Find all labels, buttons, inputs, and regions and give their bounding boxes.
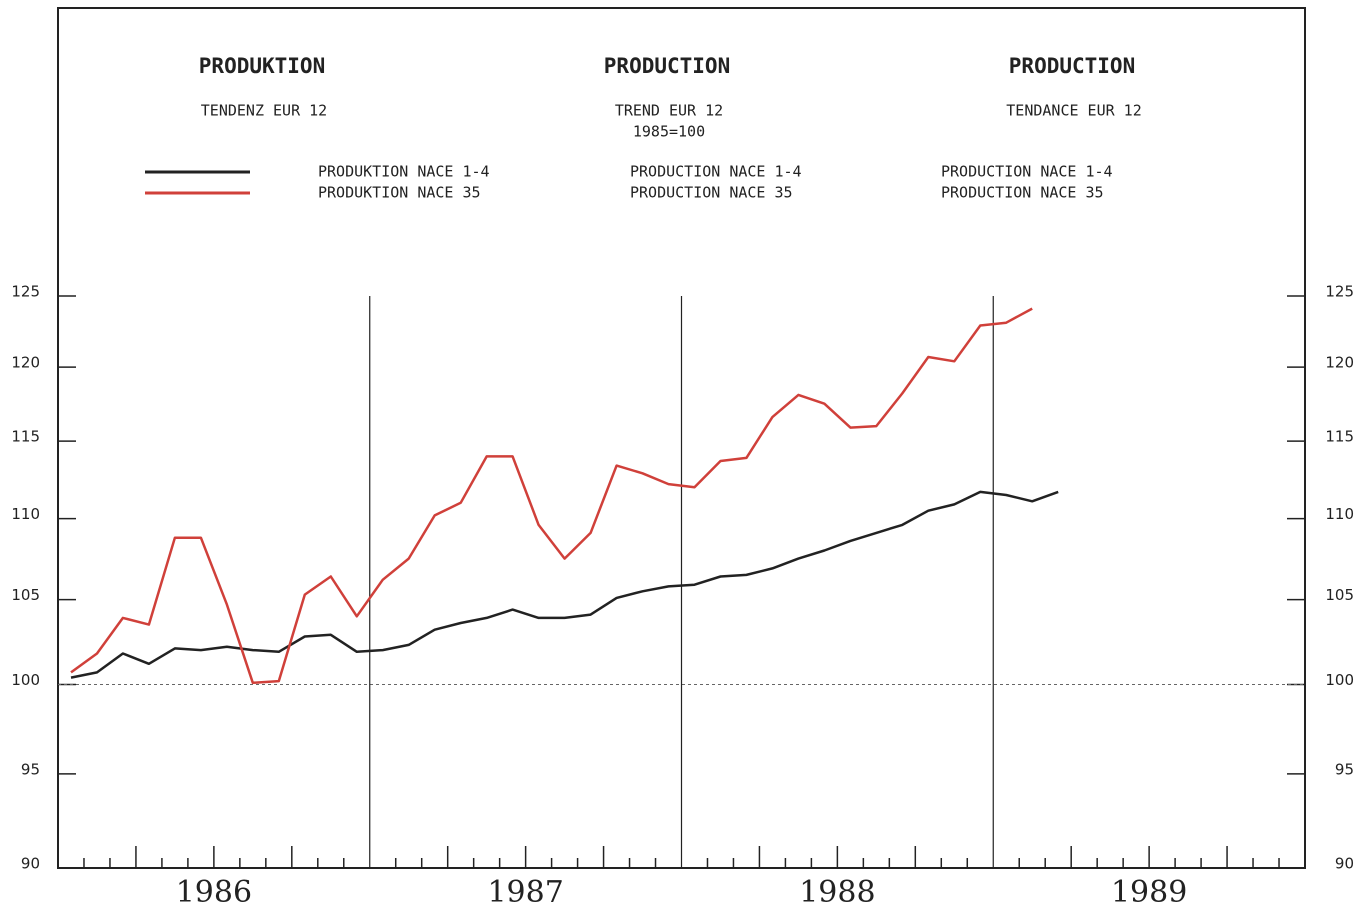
y-tick-label-right: 105 bbox=[1325, 586, 1354, 604]
y-tick-label: 120 bbox=[11, 354, 40, 372]
y-tick-label: 115 bbox=[11, 428, 40, 446]
y-tick-label-right: 95 bbox=[1335, 760, 1354, 778]
y-tick-label-right: 100 bbox=[1325, 671, 1354, 689]
header-title: PRODUKTION bbox=[199, 54, 325, 78]
header-subtitle: 1985=100 bbox=[633, 123, 705, 141]
series-line bbox=[70, 490, 1059, 679]
header-title: PRODUCTION bbox=[1009, 54, 1135, 78]
header-title: PRODUCTION bbox=[604, 54, 730, 78]
header-subtitle: TENDANCE EUR 12 bbox=[1006, 102, 1141, 120]
year-label: 1987 bbox=[487, 875, 563, 910]
y-tick-label: 105 bbox=[11, 586, 40, 604]
year-label: 1986 bbox=[176, 875, 252, 910]
year-label: 1989 bbox=[1111, 875, 1187, 910]
y-tick-label: 125 bbox=[11, 283, 40, 301]
legend-label: PRODUCTION NACE 35 bbox=[630, 184, 793, 202]
legend-label: PRODUCTION NACE 1-4 bbox=[630, 163, 802, 181]
y-tick-label-right: 120 bbox=[1325, 354, 1354, 372]
year-label: 1988 bbox=[799, 875, 875, 910]
y-tick-label-right: 115 bbox=[1325, 428, 1354, 446]
legend-label: PRODUCTION NACE 1-4 bbox=[941, 163, 1113, 181]
y-tick-label: 100 bbox=[11, 671, 40, 689]
y-tick-label: 90 bbox=[21, 855, 40, 873]
y-tick-label-right: 125 bbox=[1325, 283, 1354, 301]
legend-label: PRODUKTION NACE 1-4 bbox=[318, 163, 490, 181]
legend-label: PRODUCTION NACE 35 bbox=[941, 184, 1104, 202]
y-tick-label: 95 bbox=[21, 760, 40, 778]
y-tick-label: 110 bbox=[11, 505, 40, 523]
series-line bbox=[70, 307, 1033, 685]
y-tick-label-right: 90 bbox=[1335, 855, 1354, 873]
legend-label: PRODUKTION NACE 35 bbox=[318, 184, 481, 202]
header-subtitle: TREND EUR 12 bbox=[615, 102, 723, 120]
header-subtitle: TENDENZ EUR 12 bbox=[201, 102, 327, 120]
y-tick-label-right: 110 bbox=[1325, 505, 1354, 523]
